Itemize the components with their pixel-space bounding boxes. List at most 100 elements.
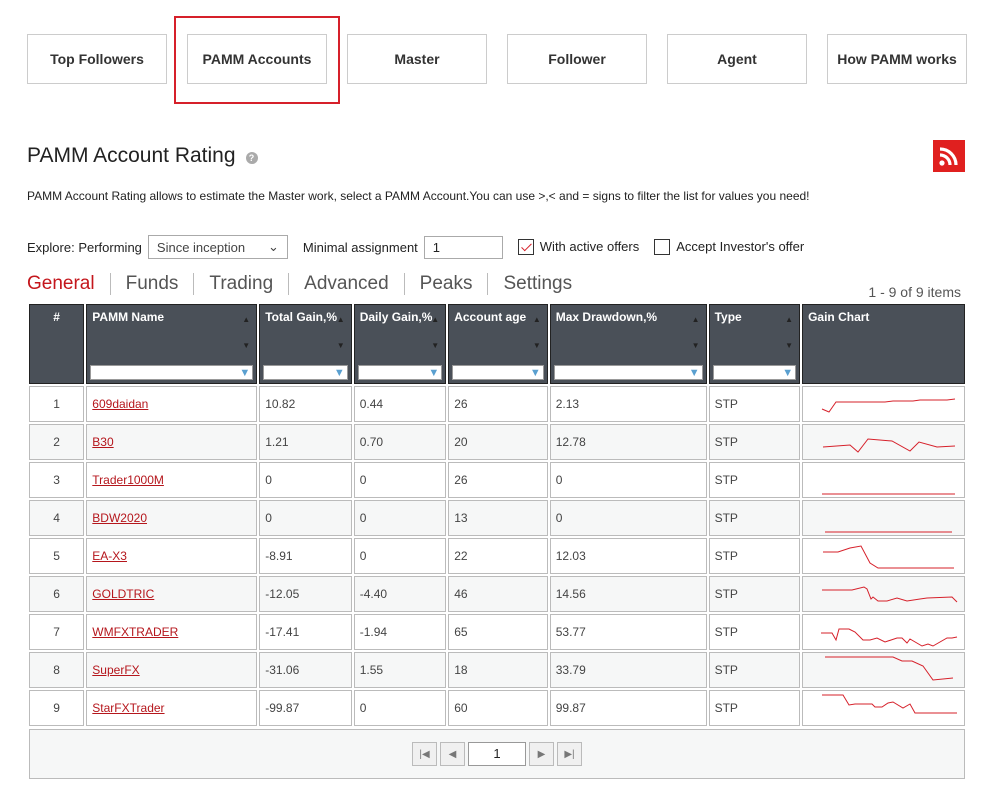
column-header[interactable]: Gain Chart bbox=[802, 304, 965, 384]
sort-up-icon[interactable]: ▲ bbox=[691, 315, 700, 324]
table-row[interactable]: 5 EA-X3 -8.91 0 22 12.03 STP bbox=[29, 538, 965, 574]
value-cell: -31.06 bbox=[259, 652, 352, 688]
table-row[interactable]: 9 StarFXTrader -99.87 0 60 99.87 STP bbox=[29, 690, 965, 726]
sort-up-icon[interactable]: ▲ bbox=[785, 315, 794, 324]
active-offers-checkbox[interactable]: With active offers bbox=[517, 239, 639, 256]
column-header[interactable]: Type ▲ ▼ ▼ bbox=[708, 304, 801, 384]
sort-down-icon[interactable]: ▼ bbox=[532, 341, 541, 350]
filter-icon[interactable]: ▼ bbox=[782, 367, 794, 379]
tab-trading[interactable]: Trading bbox=[193, 273, 288, 295]
pamm-name-link[interactable]: Trader1000M bbox=[92, 473, 164, 487]
name-cell: EA-X3 bbox=[86, 538, 258, 574]
value-cell: 10.82 bbox=[259, 386, 352, 422]
nav-agent[interactable]: Agent bbox=[667, 34, 807, 84]
column-header[interactable]: Max Drawdown,% ▲ ▼ ▼ bbox=[549, 304, 707, 384]
column-filter-input[interactable]: ▼ bbox=[90, 365, 254, 380]
rss-icon[interactable] bbox=[933, 140, 965, 172]
sort-down-icon[interactable]: ▼ bbox=[785, 341, 794, 350]
tab-general[interactable]: General bbox=[27, 273, 95, 294]
sort-down-icon[interactable]: ▼ bbox=[431, 341, 440, 350]
pamm-name-link[interactable]: BDW2020 bbox=[92, 511, 147, 525]
column-header[interactable]: PAMM Name ▲ ▼ ▼ bbox=[86, 304, 258, 384]
accept-offer-checkbox[interactable]: Accept Investor's offer bbox=[654, 239, 804, 256]
last-page-button[interactable]: ▶| bbox=[557, 742, 582, 766]
column-filter-input[interactable]: ▼ bbox=[712, 365, 797, 380]
pamm-table: # PAMM Name ▲ ▼ ▼ Total Gain,% ▲ ▼ ▼ Daily Gain,%… bbox=[27, 302, 967, 728]
pamm-name-link[interactable]: B30 bbox=[92, 435, 114, 449]
tab-advanced[interactable]: Advanced bbox=[288, 273, 404, 295]
table-row[interactable]: 8 SuperFX -31.06 1.55 18 33.79 STP bbox=[29, 652, 965, 688]
nav-top-followers[interactable]: Top Followers bbox=[27, 34, 167, 84]
pamm-name-link[interactable]: SuperFX bbox=[92, 663, 140, 677]
value-cell: -8.91 bbox=[259, 538, 352, 574]
sort-down-icon[interactable]: ▼ bbox=[691, 341, 700, 350]
column-header[interactable]: Daily Gain,% ▲ ▼ ▼ bbox=[353, 304, 447, 384]
filter-icon[interactable]: ▼ bbox=[688, 367, 700, 379]
name-cell: B30 bbox=[86, 424, 258, 460]
table-row[interactable]: 6 GOLDTRIC -12.05 -4.40 46 14.56 STP bbox=[29, 576, 965, 612]
sort-up-icon[interactable]: ▲ bbox=[336, 315, 345, 324]
rank-cell: 1 bbox=[29, 386, 85, 422]
checkbox-checked[interactable] bbox=[517, 239, 534, 256]
column-label: Max Drawdown,% bbox=[555, 310, 658, 324]
nav-how-pamm-works[interactable]: How PAMM works bbox=[827, 34, 967, 84]
checkbox-unchecked[interactable] bbox=[654, 239, 671, 256]
column-filter-input[interactable]: ▼ bbox=[263, 365, 348, 380]
pamm-name-link[interactable]: GOLDTRIC bbox=[92, 587, 155, 601]
table-row[interactable]: 1 609daidan 10.82 0.44 26 2.13 STP bbox=[29, 386, 965, 422]
pamm-name-link[interactable]: WMFXTRADER bbox=[92, 625, 179, 639]
column-header[interactable]: # bbox=[29, 304, 85, 384]
value-cell: STP bbox=[708, 462, 801, 498]
tab-peaks[interactable]: Peaks bbox=[403, 273, 488, 295]
table-row[interactable]: 2 B30 1.21 0.70 20 12.78 STP bbox=[29, 424, 965, 460]
column-filter-input[interactable]: ▼ bbox=[452, 365, 544, 380]
column-filter-input[interactable]: ▼ bbox=[357, 365, 443, 380]
filter-icon[interactable]: ▼ bbox=[529, 367, 541, 379]
pamm-name-link[interactable]: EA-X3 bbox=[92, 549, 127, 563]
help-icon[interactable]: ? bbox=[245, 152, 258, 164]
tab-settings[interactable]: Settings bbox=[487, 273, 587, 295]
rank-cell: 8 bbox=[29, 652, 85, 688]
sort-down-icon[interactable]: ▼ bbox=[242, 341, 251, 350]
column-label: Gain Chart bbox=[808, 310, 870, 324]
value-cell: STP bbox=[708, 424, 801, 460]
nav-master[interactable]: Master bbox=[347, 34, 487, 84]
next-page-button[interactable]: ▶ bbox=[529, 742, 554, 766]
value-cell: STP bbox=[708, 538, 801, 574]
filter-icon[interactable]: ▼ bbox=[239, 367, 251, 379]
filter-icon[interactable]: ▼ bbox=[333, 367, 345, 379]
pamm-name-link[interactable]: 609daidan bbox=[92, 397, 149, 411]
first-page-button[interactable]: |◀ bbox=[412, 742, 437, 766]
prev-page-button[interactable]: ◀ bbox=[440, 742, 465, 766]
page-input[interactable]: 1 bbox=[468, 742, 526, 766]
sparkline-line bbox=[822, 586, 958, 603]
sort-down-icon[interactable]: ▼ bbox=[336, 341, 345, 350]
value-cell: 0 bbox=[353, 538, 447, 574]
period-select[interactable]: Since inception ⌄ bbox=[147, 235, 288, 259]
table-row[interactable]: 3 Trader1000M 0 0 26 0 STP bbox=[29, 462, 965, 498]
table-row[interactable]: 4 BDW2020 0 0 13 0 STP bbox=[29, 500, 965, 536]
table-row[interactable]: 7 WMFXTRADER -17.41 -1.94 65 53.77 STP bbox=[29, 614, 965, 650]
nav-follower[interactable]: Follower bbox=[507, 34, 647, 84]
column-header[interactable]: Account age ▲ ▼ ▼ bbox=[448, 304, 548, 384]
name-cell: SuperFX bbox=[86, 652, 258, 688]
sort-up-icon[interactable]: ▲ bbox=[431, 315, 440, 324]
column-header[interactable]: Total Gain,% ▲ ▼ ▼ bbox=[259, 304, 352, 384]
value-cell: 33.79 bbox=[549, 652, 707, 688]
chevron-down-icon: ⌄ bbox=[268, 239, 279, 254]
sort-up-icon[interactable]: ▲ bbox=[532, 315, 541, 324]
column-filter-input[interactable]: ▼ bbox=[553, 365, 703, 380]
nav-pamm-accounts[interactable]: PAMM Accounts bbox=[174, 16, 340, 104]
column-label: Account age bbox=[454, 310, 527, 324]
filter-icon[interactable]: ▼ bbox=[428, 367, 440, 379]
gain-chart-cell bbox=[802, 424, 965, 460]
sort-up-icon[interactable]: ▲ bbox=[242, 315, 251, 324]
pamm-name-link[interactable]: StarFXTrader bbox=[92, 701, 165, 715]
value-cell: 14.56 bbox=[549, 576, 707, 612]
name-cell: 609daidan bbox=[86, 386, 258, 422]
name-cell: Trader1000M bbox=[86, 462, 258, 498]
column-label: PAMM Name bbox=[92, 310, 165, 324]
value-cell: 53.77 bbox=[549, 614, 707, 650]
min-assignment-input[interactable]: 1 bbox=[423, 235, 503, 259]
tab-funds[interactable]: Funds bbox=[109, 273, 194, 295]
